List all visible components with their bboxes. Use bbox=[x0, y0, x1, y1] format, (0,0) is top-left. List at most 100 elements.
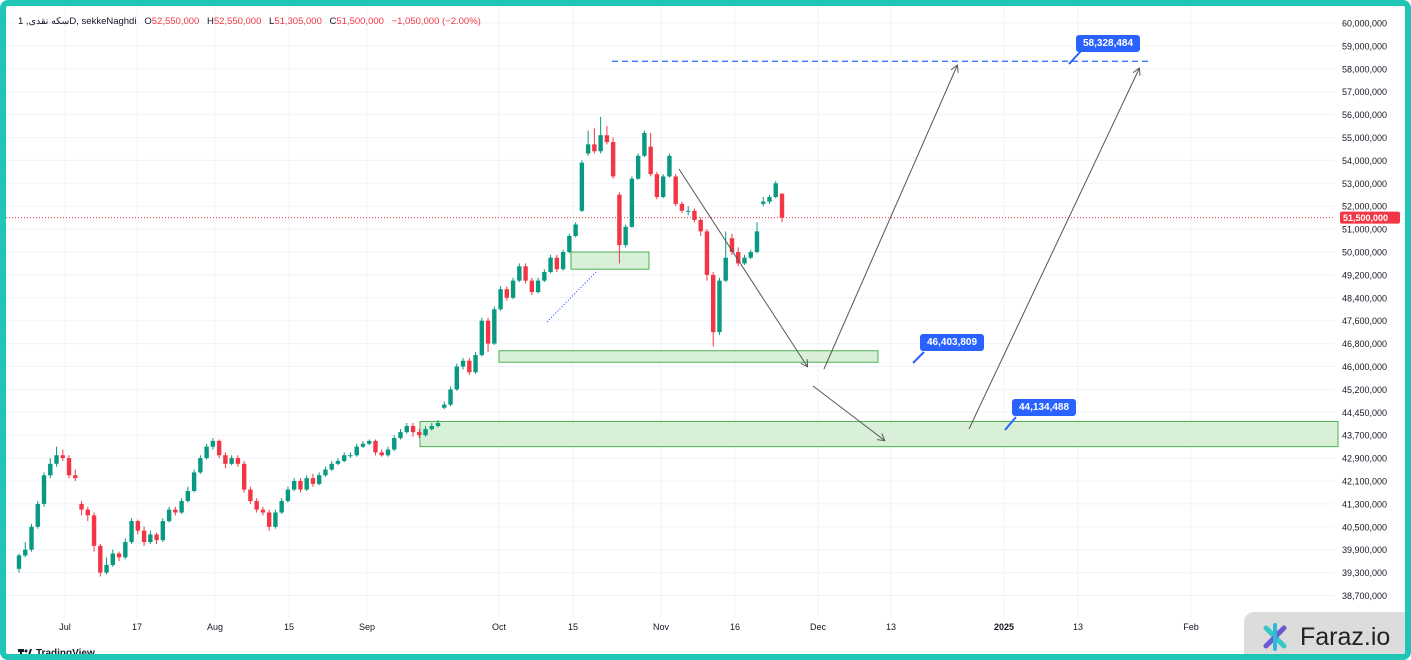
candle[interactable] bbox=[761, 197, 766, 207]
candle[interactable] bbox=[185, 486, 191, 503]
candle[interactable] bbox=[560, 249, 566, 271]
candle[interactable] bbox=[698, 217, 703, 236]
candle[interactable] bbox=[16, 553, 22, 573]
candle[interactable] bbox=[398, 429, 403, 440]
candle[interactable] bbox=[579, 160, 585, 212]
candle[interactable] bbox=[685, 206, 691, 216]
candle[interactable] bbox=[248, 486, 253, 504]
candle[interactable] bbox=[254, 498, 259, 513]
candle[interactable] bbox=[154, 532, 159, 544]
target-tag-44134488[interactable]: 44,134,488 bbox=[1012, 399, 1077, 416]
candle[interactable] bbox=[592, 128, 597, 154]
candle[interactable] bbox=[316, 472, 322, 486]
candle[interactable] bbox=[204, 443, 209, 460]
candle[interactable] bbox=[141, 526, 147, 546]
candle[interactable] bbox=[510, 277, 516, 300]
candle[interactable] bbox=[704, 229, 710, 281]
candle[interactable] bbox=[223, 452, 228, 469]
candle[interactable] bbox=[367, 439, 372, 446]
candle[interactable] bbox=[291, 478, 297, 492]
candle[interactable] bbox=[216, 439, 222, 459]
candle[interactable] bbox=[473, 352, 478, 374]
candle[interactable] bbox=[535, 277, 541, 294]
candle[interactable] bbox=[360, 440, 366, 449]
candle[interactable] bbox=[654, 171, 660, 200]
candle[interactable] bbox=[392, 435, 397, 451]
candle[interactable] bbox=[442, 401, 447, 410]
candle[interactable] bbox=[660, 174, 666, 199]
candle[interactable] bbox=[85, 506, 90, 522]
projection-arrow[interactable] bbox=[812, 385, 884, 440]
candle[interactable] bbox=[191, 469, 197, 493]
candle[interactable] bbox=[542, 269, 547, 283]
candle[interactable] bbox=[342, 452, 347, 463]
candle[interactable] bbox=[767, 194, 772, 204]
candle[interactable] bbox=[298, 478, 303, 493]
zone-44000k[interactable] bbox=[419, 420, 1339, 448]
candle[interactable] bbox=[29, 523, 34, 552]
candle[interactable] bbox=[98, 543, 103, 577]
candle[interactable] bbox=[610, 137, 616, 179]
candle[interactable] bbox=[354, 443, 359, 457]
candle[interactable] bbox=[48, 458, 53, 479]
candle[interactable] bbox=[173, 506, 178, 516]
candle[interactable] bbox=[54, 446, 59, 467]
candle[interactable] bbox=[310, 473, 316, 487]
candle[interactable] bbox=[373, 439, 378, 456]
candle[interactable] bbox=[711, 272, 716, 347]
candle[interactable] bbox=[260, 506, 266, 516]
candle[interactable] bbox=[667, 153, 672, 178]
zone-46400k[interactable] bbox=[498, 350, 879, 363]
candle[interactable] bbox=[642, 130, 647, 157]
candle[interactable] bbox=[617, 192, 622, 264]
candle[interactable] bbox=[573, 222, 578, 238]
candle[interactable] bbox=[35, 501, 40, 529]
price-chart[interactable]: 60,000,000 59,000,000 58,000,000 57,000,000… bbox=[6, 6, 1405, 654]
zone-49800k[interactable] bbox=[570, 251, 650, 270]
candle[interactable] bbox=[554, 254, 560, 273]
trend-line[interactable] bbox=[546, 271, 597, 323]
candle[interactable] bbox=[585, 130, 591, 156]
candle[interactable] bbox=[523, 263, 528, 284]
candle[interactable] bbox=[404, 422, 409, 434]
candle[interactable] bbox=[417, 429, 422, 439]
candle[interactable] bbox=[679, 201, 685, 214]
candle[interactable] bbox=[754, 222, 760, 254]
projection-arrow[interactable] bbox=[823, 66, 957, 370]
candle[interactable] bbox=[748, 249, 753, 260]
candle[interactable] bbox=[604, 126, 610, 145]
candle[interactable] bbox=[729, 233, 735, 255]
candle[interactable] bbox=[241, 460, 247, 493]
target-tag-58328484[interactable]: 58,328,484 bbox=[1076, 35, 1141, 52]
candle[interactable] bbox=[529, 277, 535, 295]
candle[interactable] bbox=[160, 518, 166, 543]
candle[interactable] bbox=[736, 247, 741, 267]
candle[interactable] bbox=[692, 208, 697, 223]
tradingview-logo[interactable]: TradingView bbox=[18, 648, 95, 654]
projection-arrow[interactable] bbox=[968, 69, 1139, 430]
projection-arrow[interactable] bbox=[678, 168, 807, 366]
candle[interactable] bbox=[210, 438, 216, 450]
target-tag-46403809[interactable]: 46,403,809 bbox=[920, 334, 985, 351]
candle[interactable] bbox=[135, 519, 141, 535]
candle[interactable] bbox=[498, 286, 503, 311]
candle[interactable] bbox=[123, 538, 128, 560]
candle[interactable] bbox=[429, 422, 434, 431]
candle[interactable] bbox=[335, 458, 341, 466]
candle[interactable] bbox=[229, 455, 234, 466]
candle[interactable] bbox=[166, 506, 172, 523]
candle[interactable] bbox=[379, 449, 384, 457]
candle[interactable] bbox=[435, 419, 441, 428]
candle[interactable] bbox=[41, 472, 47, 507]
candle[interactable] bbox=[779, 193, 785, 223]
symbol-name[interactable]: سکه نقدی, 1D, sekkeNaghdi bbox=[18, 16, 137, 27]
candle[interactable] bbox=[673, 174, 678, 207]
candle[interactable] bbox=[623, 224, 628, 248]
candle[interactable] bbox=[198, 455, 203, 474]
candle[interactable] bbox=[460, 357, 466, 370]
candle[interactable] bbox=[104, 557, 109, 575]
candle[interactable] bbox=[348, 452, 353, 459]
candle[interactable] bbox=[548, 254, 553, 274]
candle[interactable] bbox=[773, 181, 778, 199]
candle[interactable] bbox=[742, 254, 747, 265]
